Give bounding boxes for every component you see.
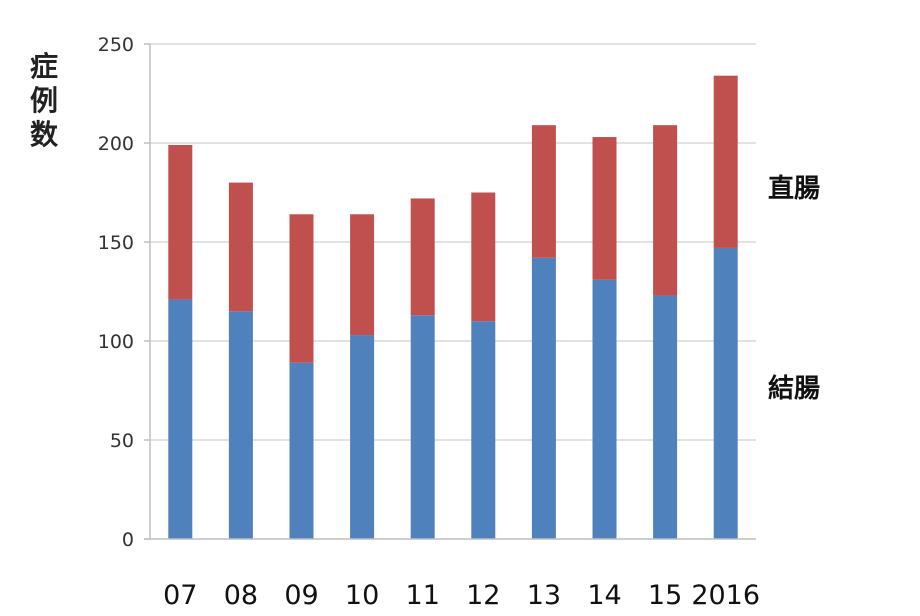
bar-segment-rectum bbox=[228, 182, 253, 312]
bar-segment-rectum bbox=[410, 198, 435, 316]
legend-rectum-label: 直腸 bbox=[768, 174, 821, 204]
tick-labels: 0 50 100 150 200 250 07 08 09 10 11 12 13 14 15 2016 bbox=[98, 34, 760, 611]
bar-segment-colon bbox=[713, 247, 738, 539]
x-tick-label: 09 bbox=[284, 580, 318, 611]
bar-segment-colon bbox=[228, 311, 253, 539]
y-axis-title-char: 症 bbox=[29, 50, 58, 83]
y-tick-label: 0 bbox=[122, 529, 134, 551]
bars bbox=[168, 75, 738, 539]
bar-segment-rectum bbox=[653, 125, 678, 296]
x-tick-label: 15 bbox=[648, 580, 682, 611]
x-tick-label: 12 bbox=[466, 580, 500, 611]
axes bbox=[144, 44, 756, 540]
y-axis-title-char: 数 bbox=[29, 118, 58, 151]
x-tick-label: 07 bbox=[163, 580, 197, 611]
x-tick-label: 10 bbox=[345, 580, 379, 611]
y-tick-label: 250 bbox=[98, 34, 134, 56]
x-tick-label: 08 bbox=[224, 580, 258, 611]
x-tick-label: 14 bbox=[587, 580, 621, 611]
bar-segment-rectum bbox=[471, 192, 496, 322]
legend-colon-label: 結腸 bbox=[768, 374, 821, 404]
bar-segment-rectum bbox=[531, 125, 556, 258]
y-axis-title: 症 例 数 bbox=[24, 50, 64, 152]
bar-segment-colon bbox=[289, 362, 314, 539]
x-tick-label: 11 bbox=[406, 580, 440, 611]
bar-segment-colon bbox=[592, 279, 617, 539]
bar-segment-colon bbox=[168, 299, 193, 539]
x-tick-label: 13 bbox=[527, 580, 561, 611]
bar-segment-rectum bbox=[713, 75, 738, 248]
bar-segment-rectum bbox=[350, 214, 375, 336]
y-tick-label: 150 bbox=[98, 232, 134, 254]
bar-segment-rectum bbox=[592, 137, 617, 280]
y-tick-label: 100 bbox=[98, 331, 134, 353]
bar-segment-rectum bbox=[168, 144, 193, 300]
y-tick-label: 200 bbox=[98, 133, 134, 155]
bar-segment-rectum bbox=[289, 214, 314, 363]
bar-segment-colon bbox=[471, 321, 496, 539]
bar-segment-colon bbox=[410, 315, 435, 539]
y-tick-label: 50 bbox=[110, 430, 134, 452]
x-tick-label: 2016 bbox=[691, 580, 760, 611]
bar-segment-colon bbox=[531, 257, 556, 539]
bar-segment-colon bbox=[350, 335, 375, 539]
bar-segment-colon bbox=[653, 295, 678, 539]
y-axis-title-char: 例 bbox=[29, 84, 58, 117]
